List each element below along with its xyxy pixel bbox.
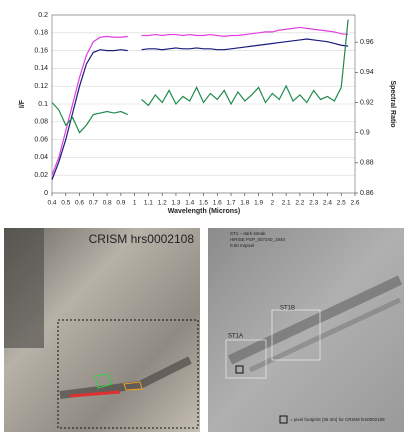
y2-axis-label: Spectral Ratio <box>389 80 396 127</box>
x-tick-label: 0.4 <box>47 200 56 207</box>
y-tick-label: 0.2 <box>38 12 48 19</box>
footnote: = pixel footprint (36 3m) for CRISM hrs0… <box>290 417 385 422</box>
x-tick-label: 2.5 <box>337 200 346 207</box>
x-tick-label: 1.7 <box>227 200 236 207</box>
x-tick-label: 1 <box>133 200 137 207</box>
y-tick-label: 0.08 <box>34 119 48 126</box>
y-axis-label: I/F <box>19 99 26 108</box>
x-tick-label: 1.6 <box>213 200 222 207</box>
x-tick-label: 0.7 <box>89 200 98 207</box>
dark-region <box>4 228 44 348</box>
x-tick-label: 2.6 <box>350 200 359 207</box>
series-line <box>52 20 348 133</box>
x-tick-label: 1.5 <box>199 200 208 207</box>
y2-tick-label: 0.88 <box>360 160 374 167</box>
y2-tick-label: 0.92 <box>360 99 374 106</box>
y-tick-label: 0.12 <box>34 83 48 90</box>
x-tick-label: 2.4 <box>323 200 332 207</box>
x-tick-label: 2 <box>271 200 275 207</box>
y-tick-label: 0.1 <box>38 101 48 108</box>
x-tick-label: 1.3 <box>171 200 180 207</box>
x-tick-label: 1.8 <box>240 200 249 207</box>
y-tick-label: 0.04 <box>34 154 48 161</box>
x-tick-label: 0.9 <box>116 200 125 207</box>
y-tick-label: 0.06 <box>34 136 48 143</box>
x-axis-label: Wavelength (Microns) <box>168 208 240 215</box>
y2-tick-label: 0.86 <box>360 190 374 197</box>
x-tick-label: 2.1 <box>282 200 291 207</box>
y2-tick-label: 0.96 <box>360 39 374 46</box>
x-tick-label: 0.5 <box>61 200 70 207</box>
region-label: ST1A <box>228 334 243 340</box>
y-tick-label: 0.02 <box>34 172 48 179</box>
y-tick-label: 0.14 <box>34 65 48 72</box>
left-image: CRISM hrs0002108 <box>4 228 200 432</box>
y-tick-label: 0.16 <box>34 47 48 54</box>
x-tick-label: 1.1 <box>144 200 153 207</box>
region-label: ST1B <box>280 306 295 312</box>
y2-tick-label: 0.94 <box>360 69 374 76</box>
y-tick-label: 0 <box>44 190 48 197</box>
x-tick-label: 0.6 <box>75 200 84 207</box>
figure: I/F Spectral Ratio Wavelength (Microns) … <box>0 0 407 432</box>
x-tick-label: 2.2 <box>295 200 304 207</box>
series-line <box>52 39 348 180</box>
series-line <box>52 27 348 175</box>
x-tick-label: 1.4 <box>185 200 194 207</box>
y2-tick-label: 0.9 <box>360 130 370 137</box>
x-tick-label: 1.2 <box>158 200 167 207</box>
x-tick-label: 0.8 <box>103 200 112 207</box>
caption: HiRISE PSP_007240_1940 <box>230 237 286 242</box>
right-image: ST1 – dark streak HiRISE PSP_007240_1940… <box>208 228 404 432</box>
x-tick-label: 1.9 <box>254 200 263 207</box>
caption: ST1 – dark streak <box>230 231 266 236</box>
caption: 0.50 m/pixel <box>230 243 254 248</box>
x-tick-label: 2.3 <box>309 200 318 207</box>
image-title: CRISM hrs0002108 <box>89 232 195 246</box>
image-background <box>208 228 404 432</box>
y-tick-label: 0.18 <box>34 30 48 37</box>
